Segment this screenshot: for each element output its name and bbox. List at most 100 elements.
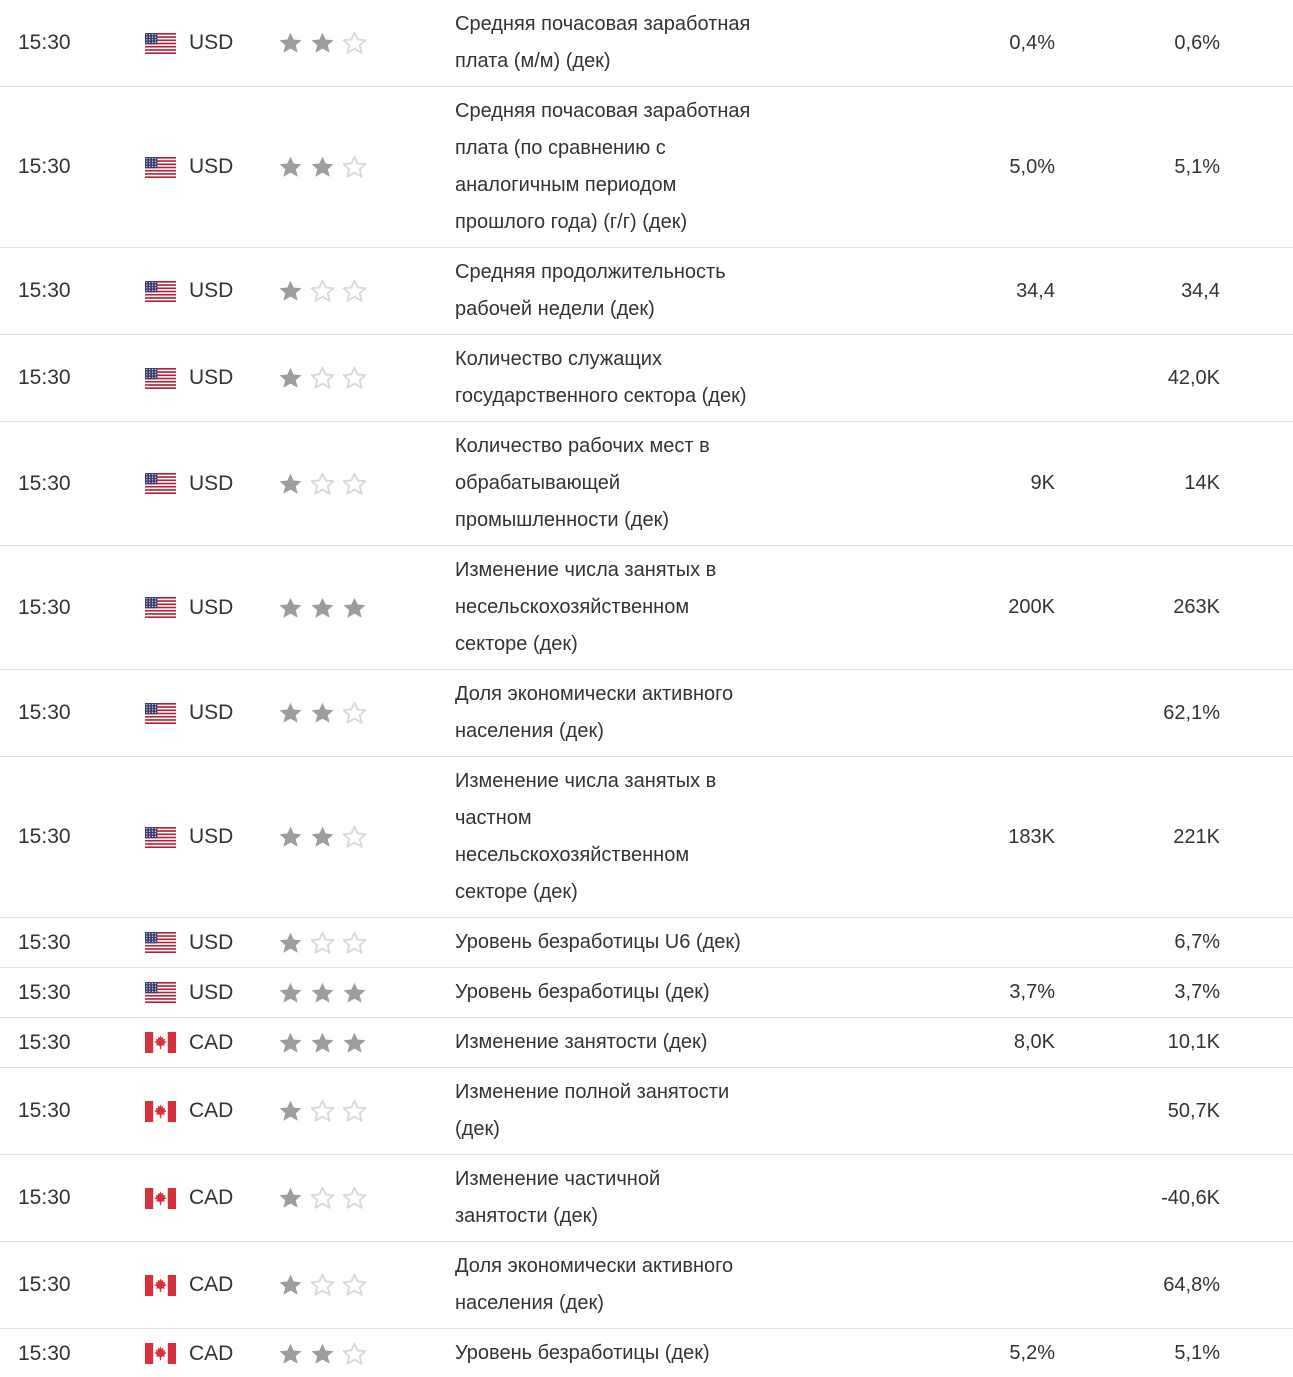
currency-code: USD	[189, 825, 234, 848]
importance-star-filled-icon	[310, 596, 335, 620]
forecast-value: 5,0%	[1009, 155, 1055, 178]
importance-star-empty-icon	[342, 1273, 367, 1297]
importance-rating	[278, 981, 455, 1005]
importance-star-empty-icon	[310, 1273, 335, 1297]
calendar-event-row: 15:30 CAD Уровень безработицы (дек) 5,2% 5,1…	[0, 1329, 1293, 1377]
event-cell: Доля экономически активного населения (д…	[455, 1248, 860, 1322]
calendar-event-row: 15:30 CAD Изменение занятости (дек) 8,0K 10,…	[0, 1018, 1293, 1068]
calendar-event-row: 15:30 USD Изменение числа занятых в частно…	[0, 757, 1293, 918]
currency-cell: USD	[145, 825, 278, 849]
importance-star-filled-icon	[278, 1273, 303, 1297]
forecast-value: 3,7%	[1009, 981, 1055, 1003]
event-time: 15:30	[18, 1186, 71, 1209]
currency-code: CAD	[189, 1186, 234, 1209]
currency-cell: USD	[145, 701, 278, 725]
canada-flag-icon	[145, 1187, 176, 1209]
event-name-link[interactable]: Изменение частичной занятости (дек)	[455, 1168, 661, 1227]
event-name-link[interactable]: Изменение полной занятости (дек)	[455, 1081, 730, 1140]
importance-star-empty-icon	[342, 366, 367, 390]
event-time: 15:30	[18, 366, 71, 389]
event-name-link[interactable]: Доля экономически активного населения (д…	[455, 683, 734, 742]
currency-cell: USD	[145, 279, 278, 303]
event-cell: Уровень безработицы U6 (дек)	[455, 924, 860, 961]
us-flag-icon	[145, 280, 176, 302]
importance-star-empty-icon	[342, 931, 367, 955]
event-name-link[interactable]: Средняя продолжительность рабочей недели…	[455, 261, 726, 320]
event-name-link[interactable]: Доля экономически активного населения (д…	[455, 1255, 734, 1314]
importance-star-filled-icon	[342, 596, 367, 620]
event-name-link[interactable]: Изменение занятости (дек)	[455, 1031, 708, 1053]
event-cell: Уровень безработицы (дек)	[455, 1335, 860, 1372]
currency-code: USD	[189, 366, 234, 389]
importance-star-empty-icon	[342, 1342, 367, 1366]
importance-star-filled-icon	[278, 825, 303, 849]
event-time: 15:30	[18, 595, 71, 619]
importance-star-empty-icon	[310, 279, 335, 303]
importance-rating	[278, 366, 455, 390]
event-cell: Количество рабочих мест в обрабатывающей…	[455, 428, 860, 539]
event-cell: Изменение занятости (дек)	[455, 1024, 860, 1061]
previous-value: 64,8%	[1163, 1273, 1220, 1296]
event-time: 15:30	[18, 1341, 71, 1365]
event-time: 15:30	[18, 155, 71, 178]
canada-flag-icon	[145, 1343, 176, 1364]
calendar-event-row: 15:30 USD Уровень безработицы (дек) 3,7% 3,7…	[0, 968, 1293, 1018]
currency-code: CAD	[189, 1099, 234, 1122]
forecast-value: 200K	[1008, 596, 1055, 618]
event-cell: Изменение числа занятых в частном несель…	[455, 763, 860, 911]
previous-value: 0,6%	[1174, 31, 1220, 54]
currency-code: USD	[189, 31, 234, 54]
us-flag-icon	[145, 32, 176, 54]
importance-star-empty-icon	[342, 1186, 367, 1210]
event-cell: Средняя продолжительность рабочей недели…	[455, 254, 860, 328]
event-time: 15:30	[18, 825, 71, 848]
event-cell: Количество служащих государственного сек…	[455, 341, 860, 415]
event-name-link[interactable]: Изменение числа занятых в несельскохозяй…	[455, 559, 717, 655]
us-flag-icon	[145, 156, 176, 178]
currency-code: USD	[189, 155, 234, 178]
importance-star-filled-icon	[278, 931, 303, 955]
event-name-link[interactable]: Средняя почасовая заработная плата (м/м)…	[455, 13, 751, 72]
event-name-link[interactable]: Уровень безработицы (дек)	[455, 981, 710, 1003]
currency-cell: USD	[145, 31, 278, 55]
importance-star-filled-icon	[278, 155, 303, 179]
event-cell: Изменение частичной занятости (дек)	[455, 1161, 860, 1235]
currency-code: USD	[189, 980, 234, 1004]
event-name-link[interactable]: Количество рабочих мест в обрабатывающей…	[455, 435, 710, 531]
importance-star-filled-icon	[278, 1099, 303, 1123]
importance-rating	[278, 1342, 455, 1366]
calendar-event-row: 15:30 USD Изменение числа занятых в несель…	[0, 546, 1293, 670]
importance-rating	[278, 931, 455, 955]
event-name-link[interactable]: Уровень безработицы (дек)	[455, 1342, 710, 1364]
event-name-link[interactable]: Изменение числа занятых в частном несель…	[455, 770, 717, 903]
currency-code: USD	[189, 930, 234, 954]
importance-star-filled-icon	[310, 1342, 335, 1366]
importance-star-filled-icon	[278, 596, 303, 620]
event-name-link[interactable]: Средняя почасовая заработная плата (по с…	[455, 100, 751, 233]
previous-value: 42,0K	[1167, 366, 1220, 389]
importance-star-empty-icon	[342, 1099, 367, 1123]
calendar-event-row: 15:30 USD Средняя почасовая заработная пла…	[0, 0, 1293, 87]
us-flag-icon	[145, 982, 176, 1003]
event-name-link[interactable]: Количество служащих государственного сек…	[455, 348, 747, 407]
canada-flag-icon	[145, 1032, 176, 1053]
currency-cell: CAD	[145, 1031, 278, 1055]
importance-rating	[278, 1031, 455, 1055]
importance-star-empty-icon	[342, 701, 367, 725]
canada-flag-icon	[145, 1274, 176, 1296]
importance-star-filled-icon	[310, 701, 335, 725]
previous-value: 5,1%	[1174, 155, 1220, 178]
importance-rating	[278, 596, 455, 620]
forecast-value: 0,4%	[1009, 31, 1055, 54]
currency-cell: CAD	[145, 1099, 278, 1123]
event-cell: Уровень безработицы (дек)	[455, 974, 860, 1011]
forecast-value: 183K	[1008, 825, 1055, 848]
importance-star-empty-icon	[342, 472, 367, 496]
us-flag-icon	[145, 932, 176, 953]
importance-star-filled-icon	[342, 981, 367, 1005]
forecast-value: 5,2%	[1009, 1342, 1055, 1364]
previous-value: 3,7%	[1174, 981, 1220, 1003]
importance-rating	[278, 701, 455, 725]
currency-cell: USD	[145, 981, 278, 1005]
event-name-link[interactable]: Уровень безработицы U6 (дек)	[455, 931, 741, 953]
